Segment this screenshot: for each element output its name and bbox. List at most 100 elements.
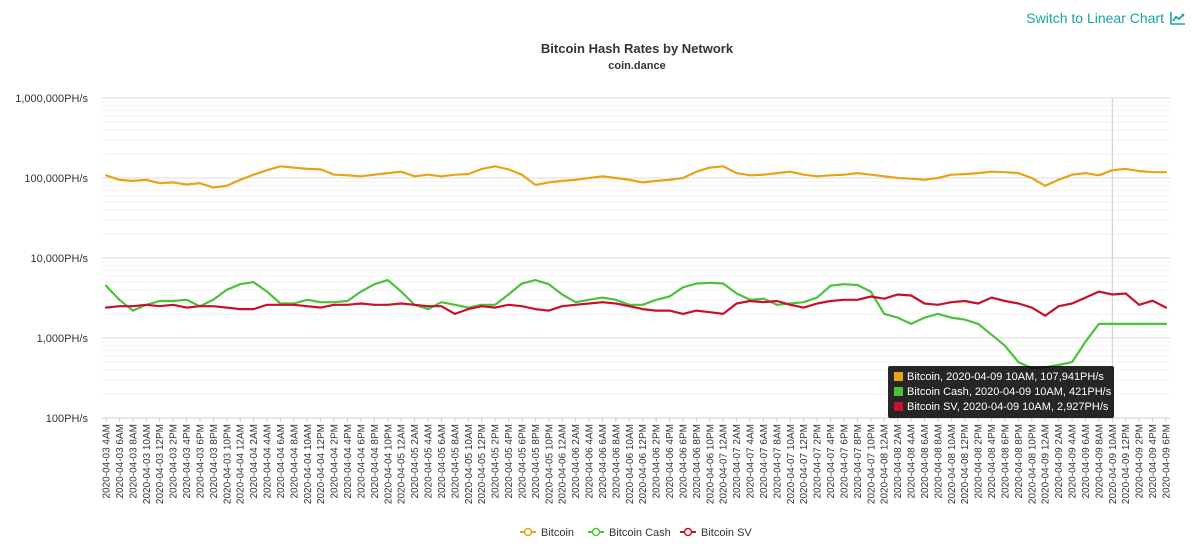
x-tick-label: 2020-04-05 12PM bbox=[477, 424, 488, 504]
x-tick-label: 2020-04-06 8AM bbox=[611, 424, 622, 499]
x-tick-label: 2020-04-09 6PM bbox=[1162, 424, 1173, 499]
x-tick-label: 2020-04-03 10AM bbox=[142, 424, 153, 504]
x-tick-label: 2020-04-07 12AM bbox=[719, 424, 730, 504]
x-tick-label: 2020-04-03 2PM bbox=[169, 424, 180, 499]
legend-item-bitcoin-cash[interactable]: Bitcoin Cash bbox=[588, 527, 671, 539]
tooltip-swatch bbox=[894, 402, 903, 411]
x-tick-label: 2020-04-05 8AM bbox=[450, 424, 461, 499]
tooltip-swatch bbox=[894, 387, 903, 396]
x-tick-label: 2020-04-04 6PM bbox=[356, 424, 367, 499]
x-tick-label: 2020-04-08 2AM bbox=[893, 424, 904, 499]
x-tick-label: 2020-04-07 2AM bbox=[732, 424, 743, 499]
x-tick-label: 2020-04-08 8PM bbox=[1014, 424, 1025, 499]
x-tick-label: 2020-04-03 6PM bbox=[195, 424, 206, 499]
x-tick-label: 2020-04-05 4PM bbox=[504, 424, 515, 499]
x-tick-label: 2020-04-06 2AM bbox=[571, 424, 582, 499]
tooltip-line: Bitcoin Cash, 2020-04-09 10AM, 421PH/s bbox=[907, 386, 1112, 398]
x-tick-label: 2020-04-04 12PM bbox=[316, 424, 327, 504]
x-tick-label: 2020-04-05 12AM bbox=[397, 424, 408, 504]
x-tick-label: 2020-04-06 2PM bbox=[652, 424, 663, 499]
x-tick-label: 2020-04-08 10AM bbox=[947, 424, 958, 504]
legend-marker bbox=[591, 527, 601, 537]
x-tick-label: 2020-04-07 10AM bbox=[786, 424, 797, 504]
tooltip-line: Bitcoin, 2020-04-09 10AM, 107,941PH/s bbox=[907, 371, 1104, 383]
x-tick-label: 2020-04-08 10PM bbox=[1027, 424, 1038, 504]
x-tick-label: 2020-04-04 8PM bbox=[370, 424, 381, 499]
x-tick-label: 2020-04-03 12PM bbox=[155, 424, 166, 504]
x-tick-label: 2020-04-06 10PM bbox=[705, 424, 716, 504]
legend-item-bitcoin-sv[interactable]: Bitcoin SV bbox=[680, 527, 752, 539]
x-tick-label: 2020-04-07 6AM bbox=[759, 424, 770, 499]
x-tick-label: 2020-04-03 4PM bbox=[182, 424, 193, 499]
x-tick-label: 2020-04-04 2AM bbox=[249, 424, 260, 499]
x-tick-label: 2020-04-08 12AM bbox=[880, 424, 891, 504]
y-axis: 1,000,000PH/s 100,000PH/s 10,000PH/s 1,000P… bbox=[15, 93, 88, 425]
x-tick-label: 2020-04-03 6AM bbox=[115, 424, 126, 499]
x-tick-label: 2020-04-03 8AM bbox=[128, 424, 139, 499]
x-tick-label: 2020-04-04 4PM bbox=[343, 424, 354, 499]
x-tick-label: 2020-04-07 4AM bbox=[746, 424, 757, 499]
legend-label: Bitcoin SV bbox=[701, 527, 752, 539]
x-tick-label: 2020-04-06 8PM bbox=[692, 424, 703, 499]
x-tick-label: 2020-04-05 8PM bbox=[531, 424, 542, 499]
x-tick-label: 2020-04-08 4PM bbox=[987, 424, 998, 499]
y-tick-label: 100,000PH/s bbox=[24, 173, 88, 185]
x-tick-label: 2020-04-07 10PM bbox=[866, 424, 877, 504]
x-tick-label: 2020-04-06 4PM bbox=[665, 424, 676, 499]
x-tick-label: 2020-04-08 12PM bbox=[960, 424, 971, 504]
legend-label: Bitcoin bbox=[541, 527, 574, 539]
x-tick-label: 2020-04-04 8AM bbox=[289, 424, 300, 499]
x-tick-label: 2020-04-06 6PM bbox=[678, 424, 689, 499]
tooltip-line: Bitcoin SV, 2020-04-09 10AM, 2,927PH/s bbox=[907, 401, 1109, 413]
x-tick-label: 2020-04-09 10AM bbox=[1108, 424, 1119, 504]
tooltip-swatch bbox=[894, 372, 903, 381]
chart-title: Bitcoin Hash Rates by Network bbox=[541, 41, 734, 56]
legend-item-bitcoin[interactable]: Bitcoin bbox=[520, 527, 574, 539]
switch-to-linear-chart-link[interactable]: Switch to Linear Chart bbox=[1026, 10, 1186, 26]
series-lines bbox=[104, 165, 1168, 370]
line-chart-icon bbox=[1170, 12, 1185, 25]
x-tick-label: 2020-04-09 12AM bbox=[1041, 424, 1052, 504]
x-tick-label: 2020-04-05 2AM bbox=[410, 424, 421, 499]
x-tick-label: 2020-04-06 4AM bbox=[585, 424, 596, 499]
x-tick-label: 2020-04-09 4PM bbox=[1148, 424, 1159, 499]
chart-subtitle: coin.dance bbox=[608, 60, 665, 72]
x-tick-label: 2020-04-04 6AM bbox=[276, 424, 287, 499]
series-line-bitcoin-cash bbox=[104, 279, 1168, 370]
x-tick-label: 2020-04-07 8PM bbox=[853, 424, 864, 499]
x-tick-label: 2020-04-05 2PM bbox=[491, 424, 502, 499]
x-tick-label: 2020-04-09 2AM bbox=[1054, 424, 1065, 499]
x-tick-label: 2020-04-05 10PM bbox=[544, 424, 555, 504]
x-tick-label: 2020-04-05 6AM bbox=[437, 424, 448, 499]
x-tick-label: 2020-04-03 4AM bbox=[102, 424, 113, 499]
x-tick-label: 2020-04-04 12AM bbox=[236, 424, 247, 504]
tooltip-box bbox=[888, 366, 1114, 418]
x-tick-label: 2020-04-07 8AM bbox=[772, 424, 783, 499]
x-tick-label: 2020-04-08 2PM bbox=[974, 424, 985, 499]
x-tick-label: 2020-04-07 6PM bbox=[839, 424, 850, 499]
x-tick-label: 2020-04-06 12PM bbox=[638, 424, 649, 504]
x-tick-label: 2020-04-07 4PM bbox=[826, 424, 837, 499]
y-tick-label: 10,000PH/s bbox=[31, 253, 89, 265]
x-tick-label: 2020-04-03 8PM bbox=[209, 424, 220, 499]
x-axis: 2020-04-03 4AM 2020-04-03 6AM 2020-04-03 8… bbox=[102, 417, 1173, 504]
x-tick-label: 2020-04-08 8AM bbox=[933, 424, 944, 499]
x-tick-label: 2020-04-09 6AM bbox=[1081, 424, 1092, 499]
x-tick-label: 2020-04-04 10PM bbox=[383, 424, 394, 504]
switch-label: Switch to Linear Chart bbox=[1026, 10, 1164, 26]
x-tick-label: 2020-04-06 12AM bbox=[558, 424, 569, 504]
x-tick-label: 2020-04-09 4AM bbox=[1068, 424, 1079, 499]
x-tick-label: 2020-04-04 4AM bbox=[263, 424, 274, 499]
x-tick-label: 2020-04-07 2PM bbox=[813, 424, 824, 499]
x-tick-label: 2020-04-06 10AM bbox=[625, 424, 636, 504]
x-tick-label: 2020-04-06 6AM bbox=[598, 424, 609, 499]
x-tick-label: 2020-04-04 10AM bbox=[303, 424, 314, 504]
legend-marker bbox=[523, 527, 533, 537]
x-tick-label: 2020-04-04 2PM bbox=[330, 424, 341, 499]
legend-marker bbox=[683, 527, 693, 537]
x-tick-label: 2020-04-08 6AM bbox=[920, 424, 931, 499]
series-line-bitcoin-sv bbox=[104, 290, 1168, 317]
x-tick-label: 2020-04-09 2PM bbox=[1135, 424, 1146, 499]
x-tick-label: 2020-04-08 4AM bbox=[907, 424, 918, 499]
y-tick-label: 1,000,000PH/s bbox=[15, 93, 88, 105]
